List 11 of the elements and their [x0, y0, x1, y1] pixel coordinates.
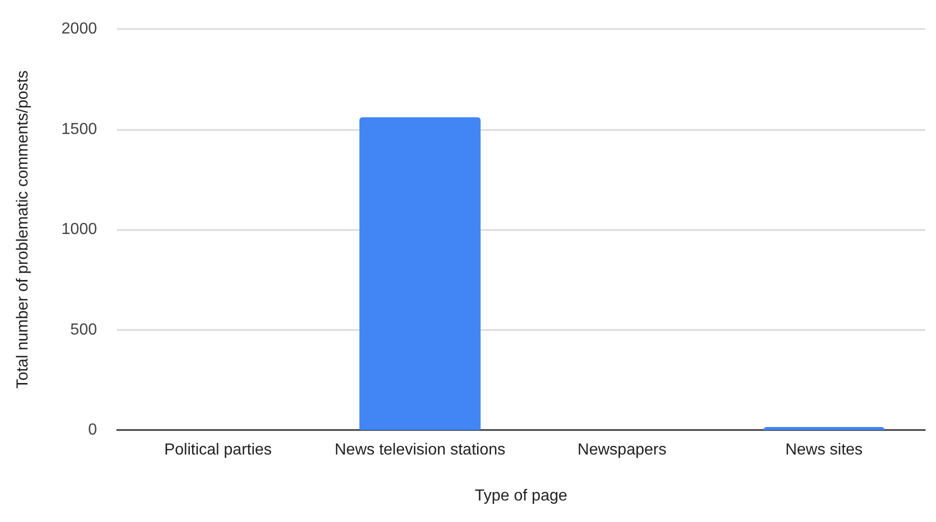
x-axis-title: Type of page: [474, 488, 568, 504]
x-tick-label: Political parties: [164, 442, 272, 458]
x-tick-label: News sites: [785, 442, 863, 458]
x-tick-label: Newspapers: [578, 442, 666, 458]
x-tick-label: News television stations: [334, 442, 506, 458]
y-tick-label: 500: [70, 321, 98, 338]
y-tick-label: 0: [88, 422, 98, 438]
y-tick-label: 1000: [61, 221, 98, 238]
y-tick-label: 2000: [61, 20, 98, 38]
y-tick-label: 1500: [61, 120, 98, 138]
y-axis-title: Total number of problematic comments/posts: [14, 70, 32, 389]
